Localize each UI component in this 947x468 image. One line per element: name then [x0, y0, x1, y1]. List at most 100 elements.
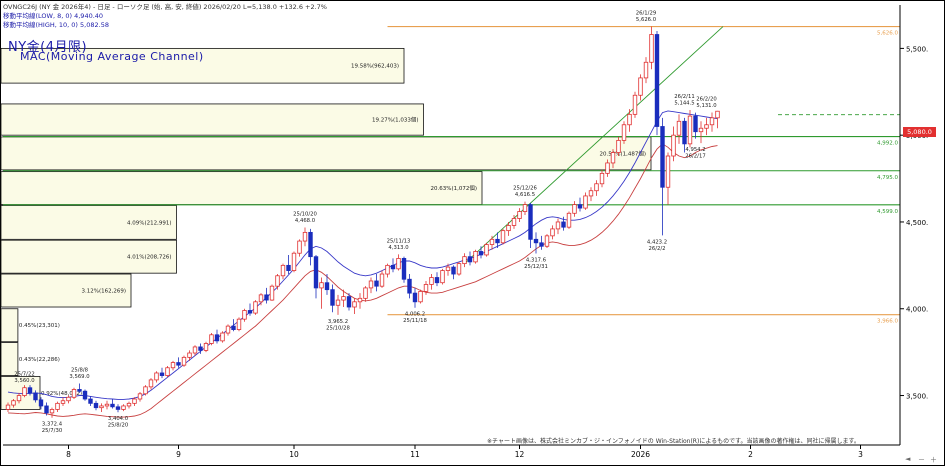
trendline-group — [464, 26, 724, 264]
x-tick-label: 9 — [176, 450, 181, 459]
candle-body — [308, 231, 313, 258]
volume-profile-bar — [0, 103, 424, 136]
y-tick-label: 4,000. — [906, 306, 928, 314]
candle-body — [682, 120, 687, 145]
candle-body — [473, 251, 478, 263]
candle-body — [352, 301, 357, 308]
chart-subtitle: MAC(Moving Average Channel) — [20, 50, 204, 63]
volume-profile-label: 4.09%(212,991) — [127, 220, 172, 226]
scroll-left-button[interactable]: ◄ — [905, 455, 911, 463]
candle-body — [451, 266, 456, 275]
ma-high-line — [7, 110, 718, 400]
candle-body — [423, 284, 429, 292]
price-annotation: 26/1/29 — [636, 11, 656, 17]
candle-body — [99, 405, 104, 409]
candle-body — [280, 264, 286, 277]
volume-profile-bar — [0, 273, 132, 308]
volume-profile: 19.58%(962,403) 19.27%(1,033個) 20.59%(1,48… — [0, 47, 652, 410]
candle-body — [187, 352, 192, 358]
candle-body — [374, 280, 379, 287]
trendline — [464, 26, 724, 264]
candle-body — [143, 386, 148, 395]
candle-body — [55, 402, 60, 410]
candle-body — [60, 400, 66, 404]
candle-body — [385, 264, 390, 275]
annotations: 25/7/223,560.0 3,372.425/7/30 25/8/83,569.… — [14, 11, 717, 435]
volume-profile-bar — [0, 47, 405, 84]
footnote: ※チャート画像は、株式会社ミンカブ・ジ・インフォノイドの Win-Station… — [487, 438, 860, 445]
volume-profile-bar — [0, 308, 19, 343]
candle-body — [456, 263, 462, 275]
candle-body — [412, 292, 418, 303]
candle-body — [528, 204, 533, 240]
price-annotation: 4,954.2 — [685, 147, 705, 153]
candle-body — [583, 195, 588, 209]
candle-body — [687, 115, 693, 145]
candle-body — [643, 61, 649, 79]
candle-body — [16, 395, 22, 402]
candle-body — [44, 405, 49, 414]
candle-body — [115, 406, 121, 410]
candle-body — [176, 362, 181, 366]
horizontal-line-label: 5,626.0 — [877, 31, 898, 37]
price-annotation: 26/2/11 — [674, 94, 694, 100]
candle-body — [698, 127, 704, 133]
candle-body — [165, 367, 170, 376]
candle-body — [401, 258, 407, 280]
candle-body — [302, 231, 308, 242]
candle-body — [38, 399, 44, 407]
candle-body — [236, 318, 242, 330]
price-annotation: 4,423.2 — [647, 239, 667, 245]
candles — [5, 26, 720, 418]
volume-profile-label: 19.58%(962,403) — [351, 64, 399, 70]
candle-body — [429, 277, 434, 285]
candle-body — [671, 134, 676, 157]
header-ma-low: 移動平均線(LOW, 8, 0) 4,940.40 — [3, 12, 104, 20]
candle-body — [665, 155, 671, 188]
candle-body — [121, 405, 126, 410]
candle-body — [407, 278, 412, 294]
candle-body — [291, 252, 297, 271]
candle-body — [544, 235, 550, 247]
candle-body — [132, 398, 137, 404]
candle-body — [566, 212, 572, 228]
symbol-code: OVNGC26J — [3, 3, 38, 11]
volume-profile-label: 0.45%(23,301) — [19, 323, 60, 329]
x-tick-label: 12 — [515, 450, 525, 459]
moving-averages — [7, 110, 718, 418]
candle-body — [418, 290, 423, 303]
header-ma-high: 移動平均線(HIGH, 10, 0) 5,082.58 — [3, 21, 109, 29]
candle-body — [550, 228, 555, 237]
candle-body — [258, 294, 264, 303]
price-annotation: 25/11/18 — [403, 318, 427, 324]
symbol-rest: - 日足 - ローソク足 (始, 高, 安, 終値) 2026/02/20 L=… — [90, 3, 327, 11]
x-tick-label: 2026 — [631, 450, 650, 459]
candle-body — [627, 113, 632, 126]
volume-profile-bar — [0, 342, 19, 376]
zoom-out-button[interactable]: － — [918, 456, 925, 464]
price-annotation: 25/12/31 — [524, 264, 548, 270]
candle-body — [478, 251, 484, 256]
price-annotation: 5,144.5 — [674, 101, 694, 107]
candle-body — [363, 287, 368, 299]
candle-body — [275, 275, 280, 287]
price-annotation: 5,131.0 — [696, 103, 717, 109]
horizontal-line-label: 4,992.0 — [877, 141, 898, 147]
candle-body — [522, 204, 528, 212]
candle-body — [594, 183, 599, 192]
horizontal-line-label: 4,599.0 — [877, 209, 898, 215]
candle-body — [269, 285, 275, 301]
volume-profile-label: 0.43%(22,286) — [19, 357, 60, 363]
price-annotation: 25/10/28 — [326, 325, 350, 331]
zoom-in-button[interactable]: ＋ — [930, 456, 937, 464]
y-tick-label: 4,500. — [906, 219, 928, 227]
candle-body — [495, 238, 500, 244]
candle-body — [88, 398, 93, 404]
candle-body — [154, 372, 159, 381]
candle-body — [319, 282, 324, 289]
candle-body — [214, 334, 220, 342]
candle-body — [704, 124, 709, 129]
price-annotation: 4,616.5 — [515, 192, 535, 198]
symbol-desc: (NY 金 2026年4) — [39, 3, 91, 11]
